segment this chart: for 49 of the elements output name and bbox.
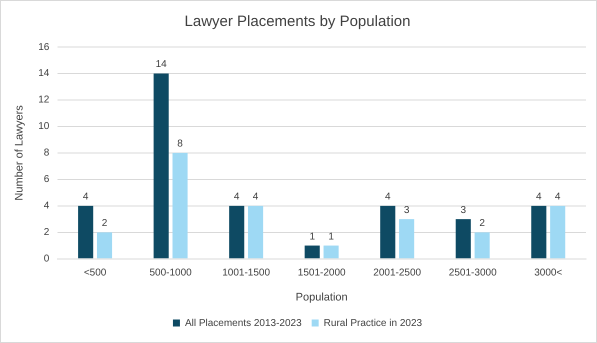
bar xyxy=(304,246,320,258)
bar xyxy=(531,206,546,258)
chart-title: Lawyer Placements by Population xyxy=(184,13,410,30)
bar xyxy=(172,152,188,258)
data-label: 4 xyxy=(384,192,391,203)
bar xyxy=(380,206,396,258)
x-tick-label: 3000< xyxy=(534,268,562,279)
x-axis-title: Population xyxy=(296,291,348,304)
data-label: 3 xyxy=(404,204,410,216)
y-tick-label: 6 xyxy=(44,174,50,186)
data-label: 14 xyxy=(156,59,168,70)
bar xyxy=(154,73,169,258)
bar xyxy=(78,206,94,258)
data-label: 2 xyxy=(479,218,486,230)
x-tick-label: 2501-3000 xyxy=(448,268,498,279)
data-label: 4 xyxy=(536,192,542,203)
data-label: 2 xyxy=(102,218,108,230)
legend-label: Rural Practice in 2023 xyxy=(324,318,422,329)
y-tick-label: 16 xyxy=(38,42,50,53)
bar xyxy=(550,206,566,258)
data-label: 4 xyxy=(82,192,89,203)
data-label: 4 xyxy=(234,192,240,203)
x-tick-label: 1001-1500 xyxy=(222,268,270,279)
data-label: 1 xyxy=(309,231,316,242)
y-tick-label: 8 xyxy=(44,148,50,159)
y-axis-title: Number of Lawyers xyxy=(14,104,26,201)
y-tick-label: 12 xyxy=(38,94,50,106)
bar xyxy=(229,206,244,258)
bar xyxy=(324,246,339,258)
legend-label: All Placements 2013-2023 xyxy=(184,318,302,329)
bar xyxy=(456,219,471,258)
y-tick-label: 2 xyxy=(44,227,50,238)
x-tick-label: <500 xyxy=(84,268,107,279)
data-label: 4 xyxy=(554,192,561,203)
x-tick-label: 500-1000 xyxy=(149,268,192,279)
y-tick-label: 14 xyxy=(38,68,50,80)
y-tick-label: 10 xyxy=(38,121,50,132)
data-label: 3 xyxy=(460,204,466,216)
x-tick-label: 2001-2500 xyxy=(373,268,422,279)
data-label: 4 xyxy=(252,192,259,203)
data-label: 1 xyxy=(328,231,334,242)
bar xyxy=(96,232,112,258)
bar xyxy=(474,232,490,258)
y-tick-label: 4 xyxy=(44,200,50,212)
data-label: 8 xyxy=(177,138,184,150)
bar xyxy=(399,219,414,258)
bar xyxy=(248,206,264,258)
y-tick-label: 0 xyxy=(44,254,50,265)
x-tick-label: 1501-2000 xyxy=(298,268,346,279)
